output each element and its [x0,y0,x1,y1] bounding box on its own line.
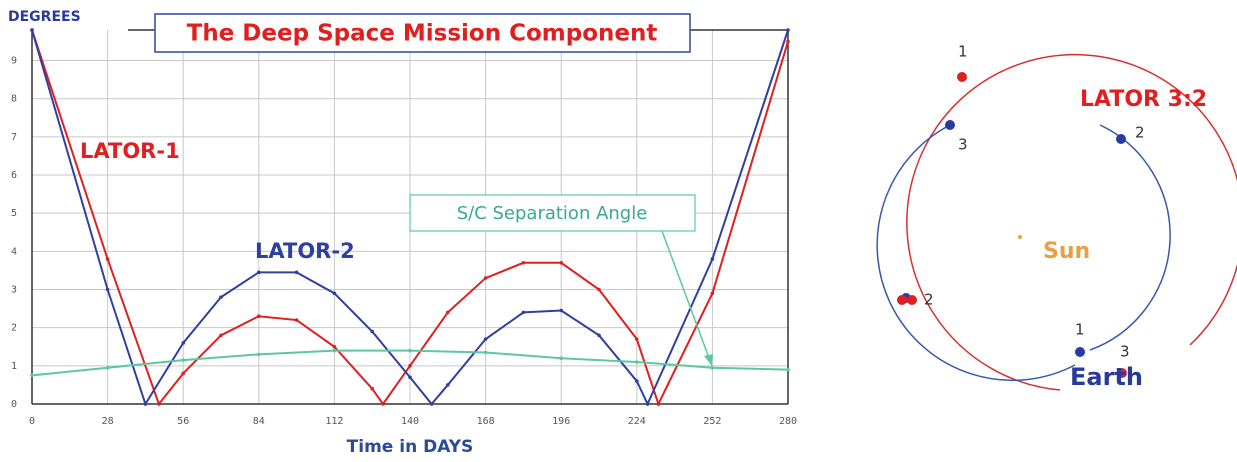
data-point [786,40,790,44]
data-point [484,337,488,341]
data-point [257,353,261,357]
data-point [381,402,385,406]
data-point [333,349,337,353]
x-tick-label: 0 [29,416,35,427]
x-tick-label: 168 [477,416,495,427]
data-point [370,330,374,334]
x-tick-label: 56 [177,416,189,427]
data-point [157,402,161,406]
x-tick-label: 252 [703,416,721,427]
data-point [559,261,563,265]
x-tick-label: 224 [628,416,646,427]
y-tick-label: 9 [11,56,17,67]
spacecraft [945,120,955,130]
x-tick-label: 196 [552,416,570,427]
data-point [219,295,223,299]
data-point [484,351,488,355]
series-label: LATOR-2 [255,239,355,263]
y-tick-label: 1 [11,361,17,372]
point-label: 3 [1120,343,1130,361]
data-point [106,257,110,261]
data-point [446,383,450,387]
y-tick-label: 3 [11,285,17,296]
data-point [30,28,34,32]
y-tick-label: 2 [11,323,17,334]
data-point [144,402,148,406]
spacecraft [957,72,967,82]
x-tick-label: 112 [325,416,343,427]
data-point [635,360,639,364]
data-point [295,271,299,275]
point-label: 2 [1135,124,1145,142]
data-point [597,334,601,338]
data-point [181,341,185,345]
data-point [711,292,715,296]
x-tick-label: 84 [253,416,265,427]
sun [1018,235,1022,239]
data-point [522,311,526,315]
point-label: 1 [1075,321,1085,339]
y-tick-label: 5 [11,208,17,219]
x-tick-label: 28 [102,416,114,427]
data-point [181,372,185,376]
data-point [408,349,412,353]
y-tick-label: 0 [11,399,17,410]
diagram-title: LATOR 3:2 [1080,87,1207,112]
data-point [786,28,790,32]
data-point [484,276,488,280]
data-point [711,366,715,370]
point-label: 3 [958,136,968,154]
data-point [657,402,661,406]
x-tick-label: 280 [779,416,797,427]
data-point [635,337,639,341]
orbit-diagram: LATOR 3:2 Sun Earth 1 2 3 2 1 3 [877,43,1237,392]
data-point [711,257,715,261]
page: DEGREES Time in DAYS 0123456789028568411… [0,0,1237,462]
data-point [370,387,374,391]
x-tick-label: 140 [401,416,419,427]
data-point [446,311,450,315]
y-axis-label: DEGREES [8,9,81,25]
data-point [333,292,337,296]
spacecraft [1116,134,1126,144]
data-point [295,318,299,322]
data-point [257,271,261,275]
data-point [646,402,650,406]
sun-label: Sun [1043,239,1090,264]
spacecraft [897,295,907,305]
data-point [219,334,223,338]
earth-position [1075,347,1085,357]
data-point [597,288,601,292]
y-tick-label: 7 [11,132,17,143]
x-axis-label: Time in DAYS [347,437,474,457]
data-point [635,379,639,383]
earth-label: Earth [1070,363,1143,391]
data-point [333,345,337,349]
y-tick-label: 6 [11,170,17,181]
data-point [559,309,563,313]
y-tick-label: 4 [11,246,17,257]
data-point [522,261,526,265]
chart-title: The Deep Space Mission Component [187,21,658,47]
data-point [786,368,790,372]
data-point [30,374,34,378]
data-point [106,366,110,370]
series-label: LATOR-1 [80,139,180,163]
point-label: 2 [924,291,934,309]
data-point [257,314,261,318]
data-point [430,402,434,406]
y-tick-label: 8 [11,94,17,105]
data-point [408,375,412,379]
point-label: 1 [958,43,968,61]
data-point [181,358,185,362]
data-point [408,364,412,368]
spacecraft [907,295,917,305]
data-point [559,356,563,360]
series-label: S/C Separation Angle [457,203,648,224]
data-point [106,288,110,292]
